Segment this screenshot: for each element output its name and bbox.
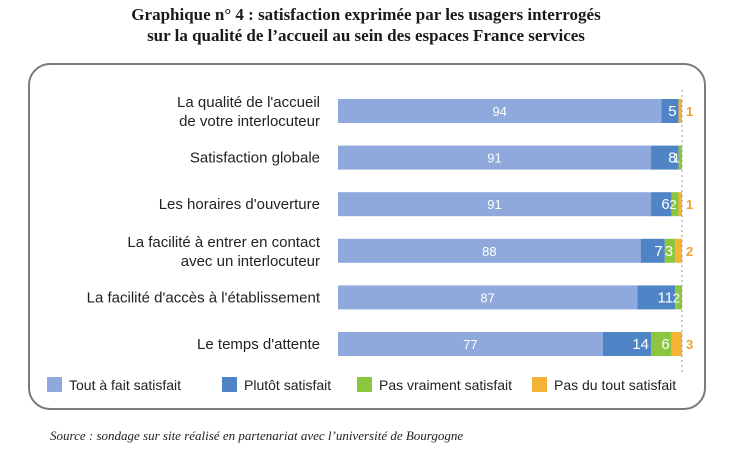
category-label: Le temps d'attente [197, 336, 320, 353]
data-label: 91 [487, 151, 501, 166]
bar-segment [678, 99, 682, 123]
bar-segment [678, 145, 682, 170]
data-label: 88 [482, 244, 496, 259]
category-label: Les horaires d'ouverture [159, 196, 320, 213]
legend-swatch [47, 377, 62, 392]
bar-segment [338, 285, 638, 310]
legend-label: Pas du tout satisfait [554, 377, 676, 393]
bar-segment [640, 238, 665, 263]
category-label: La facilité à entrer en contact avec un i… [127, 234, 320, 270]
title-line-1: Graphique n° 4 : satisfaction exprimée p… [131, 5, 601, 24]
data-label: 87 [480, 290, 494, 305]
data-label: 6 [661, 196, 669, 213]
bar-segment [651, 192, 672, 217]
data-label: 2 [673, 290, 680, 305]
bar-segment [602, 332, 652, 356]
bar-segment [651, 145, 679, 170]
legend-swatch [532, 377, 547, 392]
bar-segment [675, 285, 682, 310]
data-label: 11 [658, 289, 674, 306]
bar-segment [338, 145, 652, 170]
bar-segment [338, 192, 652, 217]
data-label: 77 [463, 337, 477, 352]
data-label: 8 [668, 150, 676, 167]
bar-segment [651, 332, 672, 356]
bar-segment [338, 332, 603, 356]
category-label: La qualité de l'accueil de votre interloc… [177, 94, 320, 130]
bar-segment [664, 238, 676, 263]
legend-label: Plutôt satisfait [244, 377, 331, 393]
bar-segment [338, 238, 641, 263]
data-label: 14 [632, 336, 649, 353]
bar-segment [671, 192, 679, 217]
source-note: Source : sondage sur site réalisé en par… [50, 428, 464, 443]
data-label: 6 [661, 336, 669, 353]
data-label: 91 [487, 197, 501, 212]
data-label: 1 [686, 197, 693, 212]
chart-title: Graphique n° 4 : satisfaction exprimée p… [0, 4, 732, 46]
bar-segment [338, 99, 662, 123]
data-label: 1 [673, 151, 680, 166]
data-label: 3 [686, 337, 693, 352]
data-label: 3 [665, 243, 673, 260]
legend-swatch [222, 377, 237, 392]
category-label: La facilité d'accès à l'établissement [87, 289, 321, 306]
bar-segment [671, 332, 682, 356]
data-label: 5 [668, 103, 676, 120]
bar-segment [678, 192, 682, 217]
data-label: 94 [492, 104, 506, 119]
data-label: 7 [654, 243, 662, 260]
bar-segment [661, 99, 679, 123]
bar-segment [637, 285, 676, 310]
legend-swatch [357, 377, 372, 392]
legend-label: Pas vraiment satisfait [379, 377, 512, 393]
title-line-2: sur la qualité de l’accueil au sein des … [147, 26, 585, 45]
chart-frame [28, 63, 706, 410]
data-label: 2 [669, 197, 676, 212]
data-label: 1 [686, 104, 693, 119]
category-label: Satisfaction globale [190, 150, 320, 167]
legend-label: Tout à fait satisfait [69, 377, 181, 393]
data-label: 2 [686, 244, 693, 259]
bar-segment [675, 238, 682, 263]
